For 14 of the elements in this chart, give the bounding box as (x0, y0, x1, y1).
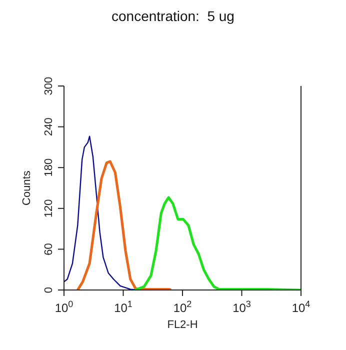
y-axis-title: Counts (20, 170, 33, 206)
chart-title: concentration: 5 ug (110, 8, 236, 26)
y-tick-label: 180 (43, 158, 55, 177)
y-tick-label: 0 (43, 286, 55, 294)
y-tick-label: 240 (43, 118, 55, 136)
x-tick-label: 10$^{0}$ (54, 299, 74, 315)
y-tick-label: 120 (43, 199, 55, 218)
y-tick-label: 60 (43, 243, 55, 256)
x-axis-title: FL2-H (167, 319, 198, 331)
x-tick-label: 10$^{3}$ (232, 299, 251, 315)
x-tick-label: 10$^{4}$ (292, 299, 310, 315)
y-tick-label: 300 (43, 76, 55, 96)
x-tick-label: 10$^{1}$ (114, 299, 132, 315)
x-tick-label: 10$^{2}$ (173, 299, 192, 315)
